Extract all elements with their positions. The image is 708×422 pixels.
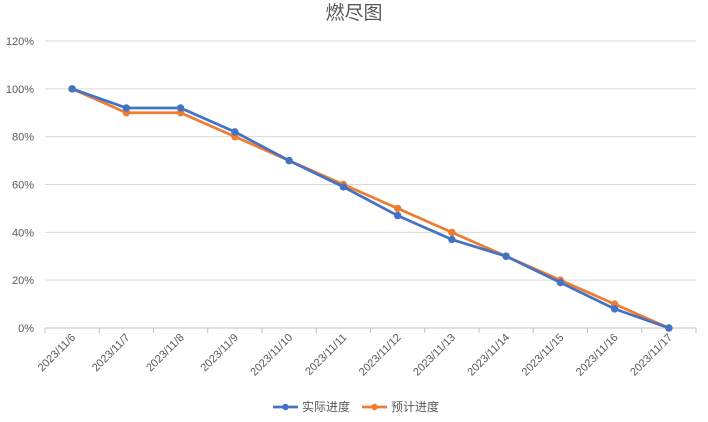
x-tick-label: 2023/11/14 <box>465 332 512 379</box>
legend-marker <box>282 403 289 411</box>
y-tick-label: 100% <box>6 84 34 96</box>
x-tick-label: 2023/11/15 <box>520 332 567 379</box>
legend-item: 实际进度 <box>273 399 350 414</box>
series-group <box>68 85 673 332</box>
data-point <box>556 278 565 287</box>
y-tick-label: 120% <box>6 36 34 48</box>
data-point <box>68 85 76 93</box>
series-line <box>70 87 671 330</box>
data-point <box>393 204 402 213</box>
legend-label: 实际进度 <box>302 399 350 414</box>
data-point <box>285 156 293 165</box>
y-tick-label: 20% <box>12 275 34 287</box>
gridlines <box>45 40 696 329</box>
x-tick-label: 2023/11/17 <box>628 332 675 379</box>
x-tick-label: 2023/11/13 <box>411 332 458 379</box>
data-point <box>665 324 673 332</box>
data-point <box>610 305 619 313</box>
data-point <box>502 252 510 260</box>
x-tick-label: 2023/11/8 <box>144 332 187 375</box>
data-point <box>448 235 456 244</box>
legend-item: 预计进度 <box>362 399 439 414</box>
x-tick-label: 2023/11/6 <box>36 332 79 375</box>
legend-marker <box>371 403 378 411</box>
x-tick-label: 2023/11/11 <box>303 332 349 378</box>
data-point <box>393 211 402 220</box>
x-tick-label: 2023/11/9 <box>198 332 241 375</box>
series-line <box>70 87 671 330</box>
legend-label: 预计进度 <box>391 399 439 414</box>
y-tick-label: 40% <box>12 227 34 239</box>
y-axis-ticks: 0% 20% 40% 60% 80% 100% 120% <box>6 36 34 335</box>
x-tick-label: 2023/11/7 <box>90 332 133 375</box>
x-tick-label: 2023/11/12 <box>357 332 404 379</box>
y-tick-label: 60% <box>12 180 34 192</box>
x-tick-label: 2023/11/16 <box>574 332 621 379</box>
x-axis: 2023/11/6 2023/11/7 2023/11/8 2023/11/9 2023… <box>36 328 697 379</box>
y-tick-label: 0% <box>18 323 34 335</box>
x-tick-label: 2023/11/10 <box>248 332 295 379</box>
legend: 实际进度 预计进度 <box>273 399 439 414</box>
data-point <box>448 228 456 237</box>
data-point <box>176 104 185 112</box>
series-实际进度 <box>68 85 673 332</box>
chart-title: 燃尽图 <box>325 2 382 24</box>
data-point <box>231 128 239 136</box>
y-tick-label: 80% <box>12 132 34 144</box>
data-point <box>339 183 348 191</box>
data-point <box>122 104 131 112</box>
